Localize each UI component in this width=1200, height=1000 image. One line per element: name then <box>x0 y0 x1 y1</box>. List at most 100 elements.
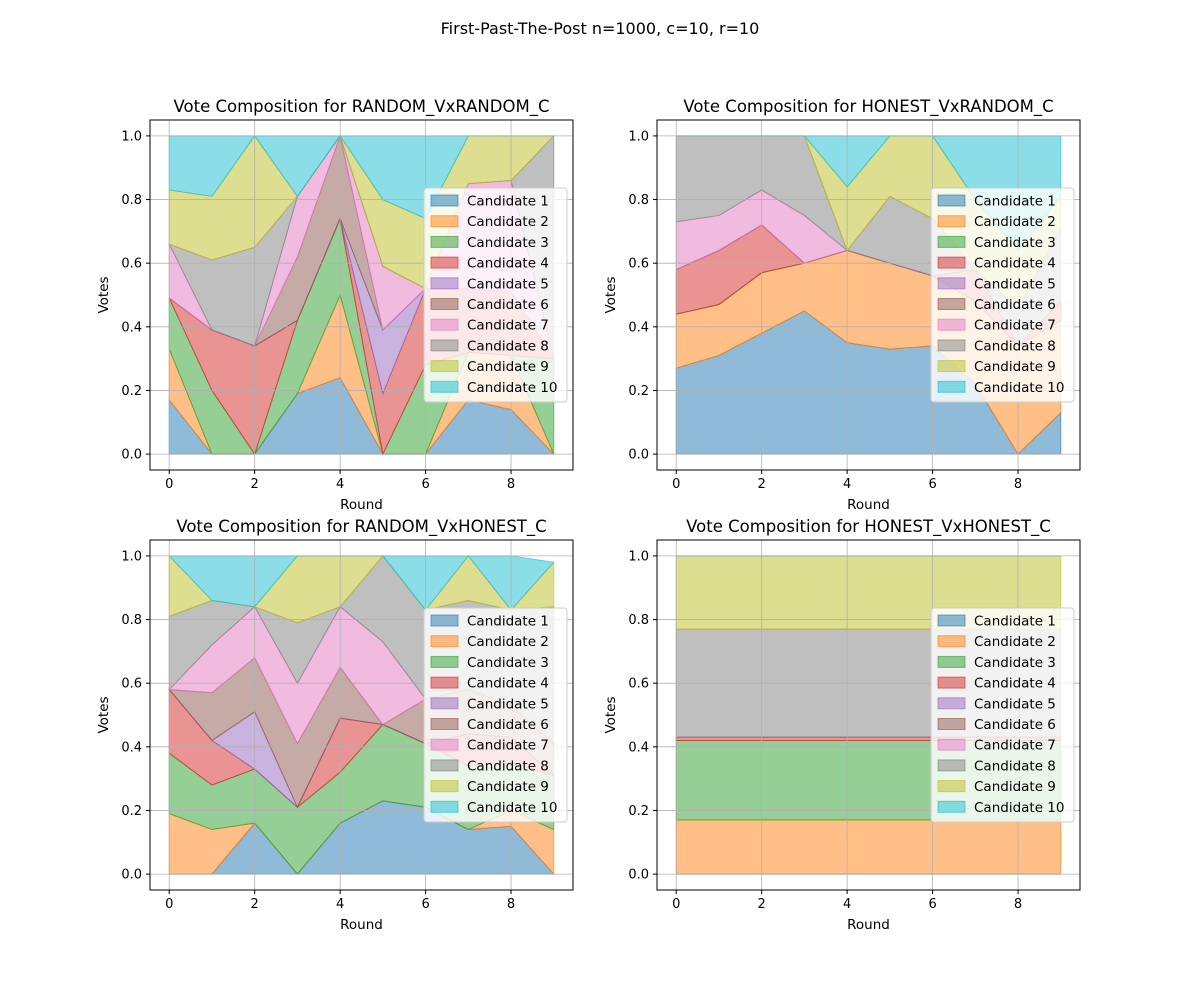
legend-swatch <box>937 194 966 207</box>
legend-label: Candidate 9 <box>974 779 1056 795</box>
legend-swatch <box>937 256 966 269</box>
legend-label: Candidate 9 <box>467 779 549 795</box>
x-tick-label: 6 <box>928 897 936 912</box>
legend-label: Candidate 4 <box>467 256 549 272</box>
legend-label: Candidate 5 <box>467 276 549 292</box>
legend-swatch <box>937 697 966 710</box>
legend-label: Candidate 5 <box>974 276 1056 292</box>
x-tick-label: 2 <box>251 897 259 912</box>
legend-swatch <box>430 718 459 730</box>
figure-suptitle: First-Past-The-Post n=1000, c=10, r=10 <box>441 19 760 38</box>
x-axis-label: Round <box>847 497 890 513</box>
legend-swatch <box>937 759 966 772</box>
legend-label: Candidate 2 <box>974 634 1056 650</box>
legend-swatch <box>937 614 966 627</box>
subplot-title: Vote Composition for HONEST_VxHONEST_C <box>686 517 1051 537</box>
subplot-title: Vote Composition for HONEST_VxRANDOM_C <box>683 97 1053 117</box>
y-tick-label: 0.0 <box>628 448 649 463</box>
y-tick-label: 1.0 <box>628 549 649 564</box>
x-tick-label: 8 <box>507 477 515 492</box>
area-series-2 <box>675 819 1062 875</box>
legend-swatch <box>430 380 459 393</box>
y-tick-label: 0.8 <box>628 613 649 628</box>
x-tick-label: 6 <box>421 477 429 492</box>
legend-label: Candidate 3 <box>467 655 549 671</box>
y-tick-label: 0.6 <box>121 257 142 272</box>
y-tick-label: 0.8 <box>121 613 142 628</box>
legend-swatch <box>937 360 966 373</box>
x-axis-label: Round <box>340 917 383 933</box>
legend-swatch <box>937 800 966 813</box>
plot-frame <box>656 119 1081 471</box>
legend-swatch <box>937 780 966 793</box>
legend-swatch <box>430 339 459 352</box>
x-tick-label: 2 <box>758 897 766 912</box>
legend-label: Candidate 3 <box>974 655 1056 671</box>
x-tick-label: 4 <box>843 897 851 912</box>
legend-box <box>423 607 568 823</box>
legend-label: Candidate 6 <box>974 717 1056 733</box>
legend-label: Candidate 2 <box>467 634 549 650</box>
legend-label: Candidate 6 <box>467 297 549 313</box>
legend-swatch <box>937 277 966 290</box>
legend-label: Candidate 9 <box>974 359 1056 375</box>
y-tick-label: 0.0 <box>628 868 649 883</box>
x-tick-label: 0 <box>672 477 680 492</box>
legend: Candidate 1 Candidate 2 Candidate 3 Candida… <box>930 607 1075 823</box>
y-tick-label: 1.0 <box>628 129 649 144</box>
legend-swatch <box>430 759 459 772</box>
legend-label: Candidate 8 <box>467 758 549 774</box>
legend-label: Candidate 5 <box>467 696 549 712</box>
plot-frame <box>656 539 1081 891</box>
legend-label: Candidate 4 <box>974 256 1056 272</box>
x-tick-label: 0 <box>165 477 173 492</box>
legend-label: Candidate 7 <box>467 738 549 754</box>
y-tick-label: 0.4 <box>121 320 142 335</box>
legend-label: Candidate 1 <box>467 194 549 210</box>
y-tick-label: 0.4 <box>121 740 142 755</box>
x-axis-label: Round <box>847 917 890 933</box>
legend-label: Candidate 1 <box>974 194 1056 210</box>
y-tick-label: 1.0 <box>121 549 142 564</box>
legend-swatch <box>430 235 459 248</box>
legend-box <box>930 607 1075 823</box>
legend-box <box>930 187 1075 403</box>
legend-swatch <box>430 800 459 813</box>
legend-swatch <box>430 676 459 689</box>
subplot-3: 0 2 4 6 8 0.0 0.2 0.4 0.6 0.8 1.0 Vote Composition … <box>96 517 574 933</box>
x-tick-label: 8 <box>1014 897 1022 912</box>
x-tick-label: 8 <box>1014 477 1022 492</box>
legend-swatch <box>430 738 459 751</box>
subplot-1: 0 2 4 6 8 0.0 0.2 0.4 0.6 0.8 1.0 Vote Composition … <box>96 97 574 513</box>
legend-swatch <box>937 215 966 228</box>
legend-label: Candidate 7 <box>974 318 1056 334</box>
legend-label: Candidate 6 <box>974 297 1056 313</box>
legend-label: Candidate 10 <box>974 380 1065 396</box>
legend-swatch <box>937 318 966 331</box>
y-tick-label: 0.6 <box>628 677 649 692</box>
legend-swatch <box>937 380 966 393</box>
plot-frame <box>149 119 574 471</box>
legend-label: Candidate 2 <box>467 214 549 230</box>
y-tick-label: 0.0 <box>121 448 142 463</box>
legend-swatch <box>937 339 966 352</box>
legend-swatch <box>430 697 459 710</box>
legend-swatch <box>430 194 459 207</box>
subplot-title: Vote Composition for RANDOM_VxHONEST_C <box>176 517 546 537</box>
legend-swatch <box>430 614 459 627</box>
x-tick-label: 0 <box>672 897 680 912</box>
legend-label: Candidate 7 <box>974 738 1056 754</box>
x-axis-label: Round <box>340 497 383 513</box>
x-tick-label: 2 <box>758 477 766 492</box>
x-tick-label: 4 <box>843 477 851 492</box>
legend-label: Candidate 1 <box>974 614 1056 630</box>
legend-label: Candidate 8 <box>974 758 1056 774</box>
subplot-4: 0 2 4 6 8 0.0 0.2 0.4 0.6 0.8 1.0 Vote Composition … <box>603 517 1081 933</box>
y-tick-label: 1.0 <box>121 129 142 144</box>
y-tick-label: 0.2 <box>628 384 649 399</box>
legend-swatch <box>937 235 966 248</box>
legend-box <box>423 187 568 403</box>
y-axis-label: Votes <box>603 276 619 313</box>
legend-swatch <box>430 780 459 793</box>
legend-label: Candidate 6 <box>467 717 549 733</box>
